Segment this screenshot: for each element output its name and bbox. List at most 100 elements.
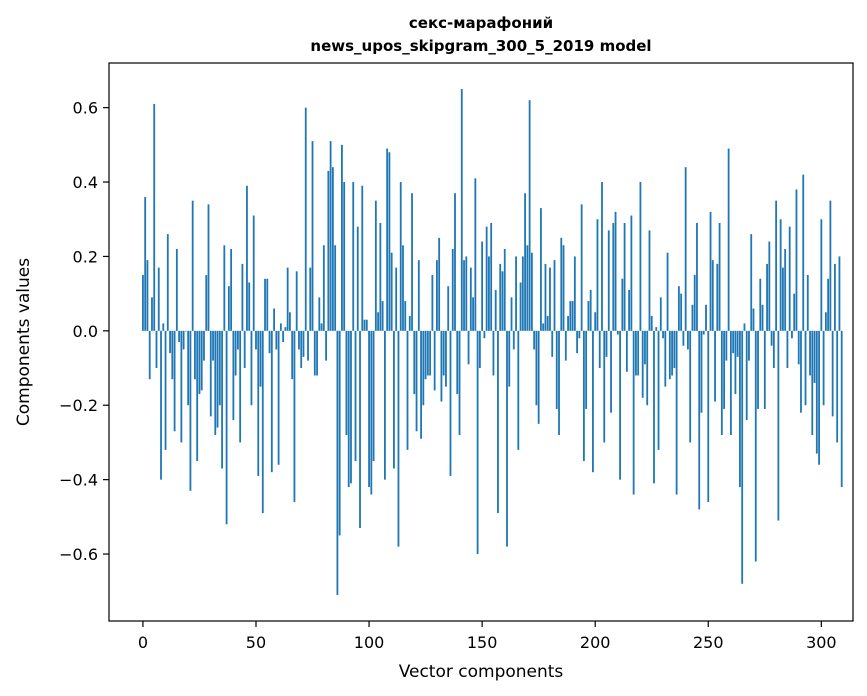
bar-305 bbox=[831, 330, 834, 417]
bar-107 bbox=[383, 330, 386, 480]
bar-99 bbox=[365, 319, 368, 331]
bar-180 bbox=[549, 267, 551, 331]
bar-41 bbox=[234, 330, 237, 376]
bar-105 bbox=[379, 222, 382, 331]
bar-174 bbox=[535, 330, 538, 406]
bar-140 bbox=[458, 330, 461, 435]
bar-287 bbox=[791, 330, 793, 339]
bar-58 bbox=[273, 308, 275, 331]
bar-3 bbox=[148, 330, 151, 380]
bar-218 bbox=[635, 330, 637, 376]
bar-54 bbox=[264, 278, 266, 331]
x-axis: 0 50 100 150 200 250 300 bbox=[138, 621, 837, 652]
bar-203 bbox=[601, 182, 603, 331]
bar-125 bbox=[424, 330, 427, 380]
bar-116 bbox=[404, 301, 407, 331]
bar-8 bbox=[160, 330, 162, 480]
bar-196 bbox=[585, 330, 588, 409]
bar-12 bbox=[169, 330, 171, 354]
bar-47 bbox=[248, 282, 251, 331]
bar-122 bbox=[417, 260, 420, 331]
bar-289 bbox=[795, 189, 798, 331]
bar-73 bbox=[307, 330, 309, 361]
bar-98 bbox=[363, 319, 366, 331]
bar-93 bbox=[352, 182, 355, 331]
bar-90 bbox=[345, 330, 348, 435]
bar-263 bbox=[736, 330, 739, 357]
bar-226 bbox=[653, 330, 655, 484]
bar-190 bbox=[571, 301, 574, 331]
bar-56 bbox=[268, 330, 271, 354]
bar-273 bbox=[759, 278, 762, 331]
bar-189 bbox=[569, 301, 572, 331]
bar-39 bbox=[230, 249, 233, 331]
bar-38 bbox=[227, 286, 230, 331]
bar-144 bbox=[467, 330, 470, 365]
bar-241 bbox=[687, 330, 689, 350]
bar-209 bbox=[614, 211, 617, 331]
y-tick-label: 0.0 bbox=[73, 322, 98, 341]
bar-138 bbox=[454, 193, 456, 331]
bar-296 bbox=[811, 330, 814, 435]
bar-16 bbox=[178, 330, 181, 342]
bar-85 bbox=[334, 245, 337, 331]
bar-258 bbox=[725, 330, 728, 361]
bar-183 bbox=[555, 330, 558, 409]
bar-166 bbox=[517, 330, 520, 450]
bar-264 bbox=[739, 330, 741, 488]
bar-143 bbox=[465, 256, 468, 331]
bar-115 bbox=[402, 245, 404, 331]
bar-65 bbox=[289, 312, 291, 331]
bar-109 bbox=[388, 152, 391, 331]
bar-79 bbox=[320, 323, 323, 331]
bar-171 bbox=[528, 100, 531, 331]
x-tick-label: 50 bbox=[246, 633, 266, 652]
bar-239 bbox=[682, 330, 685, 346]
plot-frame bbox=[108, 62, 854, 622]
bar-108 bbox=[386, 148, 389, 331]
bar-0 bbox=[142, 275, 144, 331]
bar-167 bbox=[519, 282, 522, 331]
bar-291 bbox=[800, 330, 802, 413]
y-axis-label: Components values bbox=[14, 258, 34, 426]
bar-88 bbox=[341, 144, 343, 331]
bar-57 bbox=[270, 330, 273, 473]
bar-268 bbox=[748, 330, 750, 361]
bar-89 bbox=[343, 182, 346, 331]
bar-192 bbox=[576, 330, 579, 354]
bar-212 bbox=[621, 278, 624, 331]
y-tick-label: 0.4 bbox=[73, 173, 98, 192]
bar-223 bbox=[646, 330, 649, 406]
bar-112 bbox=[395, 267, 398, 331]
bar-179 bbox=[546, 315, 549, 331]
bar-286 bbox=[788, 226, 791, 331]
bar-121 bbox=[415, 330, 418, 432]
bar-270 bbox=[752, 308, 755, 331]
bar-198 bbox=[589, 289, 592, 331]
bar-59 bbox=[275, 330, 278, 350]
bar-288 bbox=[793, 293, 796, 331]
bar-265 bbox=[741, 330, 744, 584]
bar-111 bbox=[393, 330, 395, 469]
bar-86 bbox=[336, 330, 339, 595]
bar-148 bbox=[476, 330, 479, 555]
bar-306 bbox=[834, 263, 836, 331]
bar-294 bbox=[806, 275, 809, 331]
bar-250 bbox=[707, 330, 710, 502]
bar-139 bbox=[456, 330, 459, 395]
bar-35 bbox=[221, 330, 223, 469]
bar-153 bbox=[488, 256, 490, 331]
bar-175 bbox=[537, 330, 540, 424]
x-tick-label: 300 bbox=[806, 633, 837, 652]
bar-24 bbox=[196, 330, 199, 462]
bar-216 bbox=[630, 215, 633, 331]
bar-134 bbox=[445, 330, 447, 387]
bar-308 bbox=[838, 256, 841, 331]
bar-164 bbox=[512, 330, 515, 350]
bar-9 bbox=[162, 323, 165, 331]
bar-28 bbox=[205, 275, 208, 331]
bar-55 bbox=[266, 278, 269, 331]
bar-31 bbox=[212, 330, 214, 361]
bar-202 bbox=[598, 330, 601, 369]
bar-163 bbox=[510, 297, 513, 331]
